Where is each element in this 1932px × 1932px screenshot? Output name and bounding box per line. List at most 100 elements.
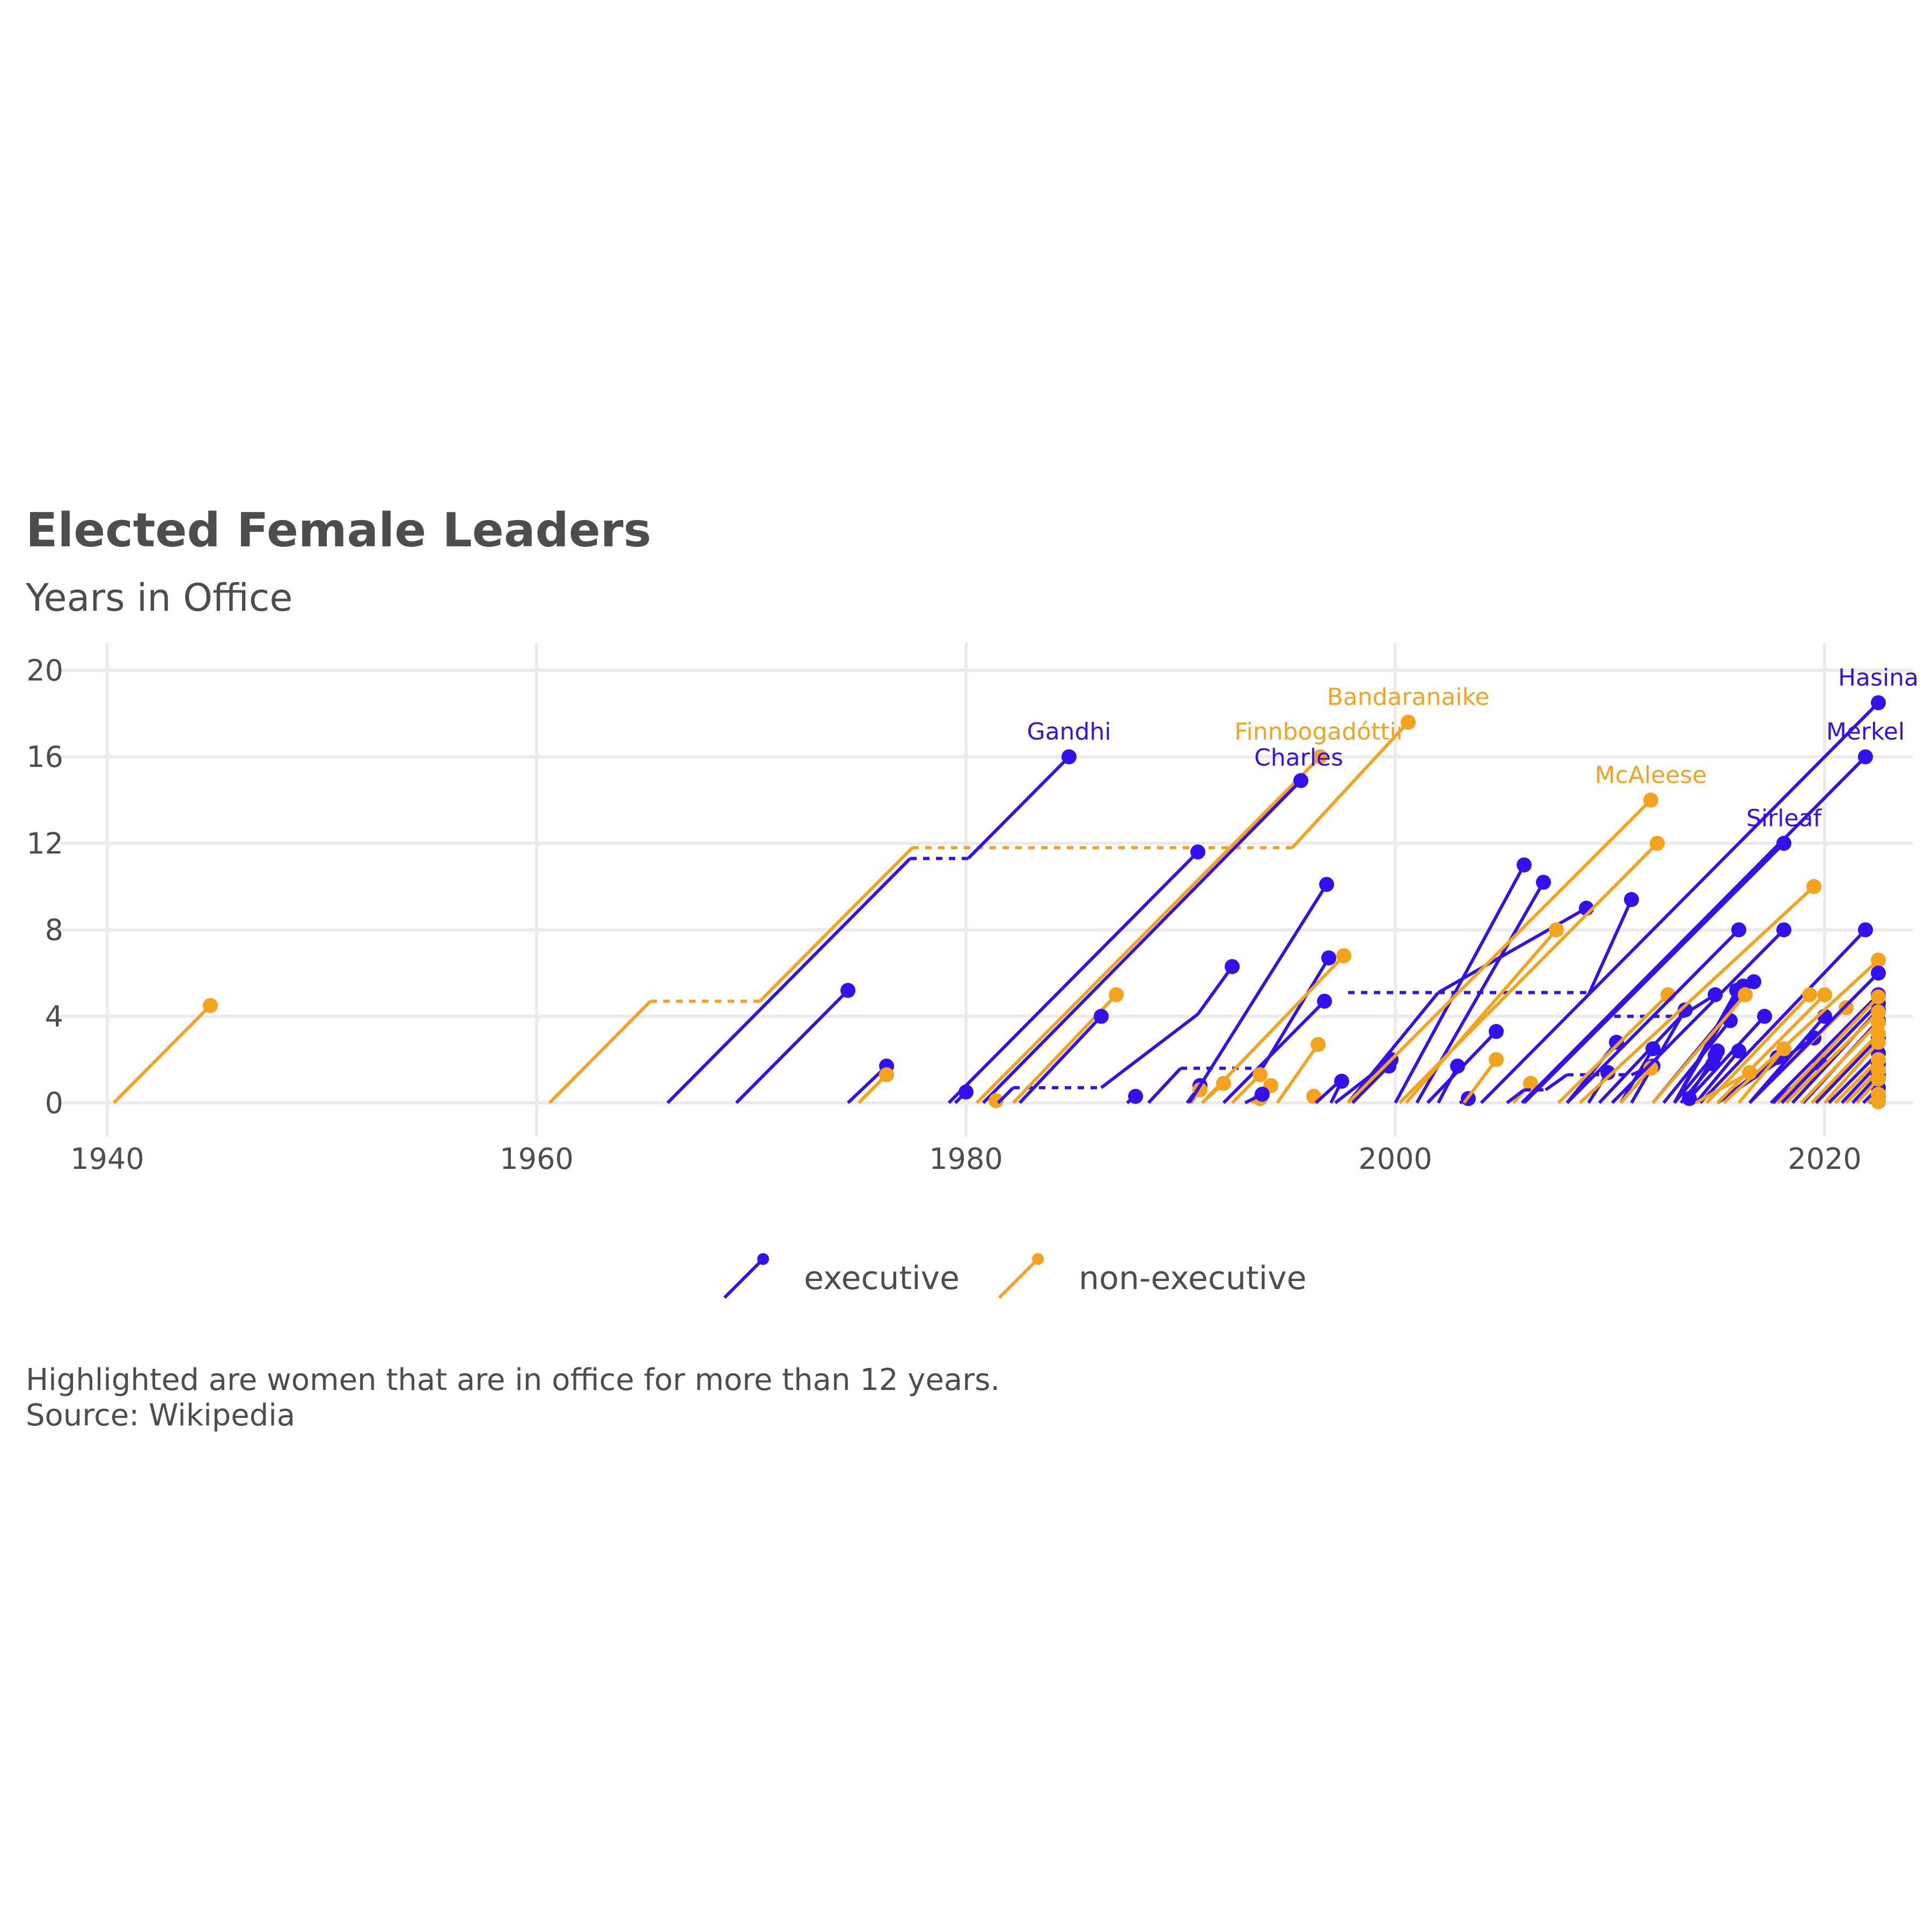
series-25-segment-0 bbox=[1201, 954, 1345, 1104]
series-3-endpoint bbox=[840, 983, 855, 998]
series-54-segment-0 bbox=[1578, 885, 1816, 1104]
series-12 bbox=[1018, 1008, 1109, 1104]
series-14-segment-0 bbox=[947, 851, 1199, 1104]
series-94 bbox=[1823, 1035, 1886, 1104]
series-73 bbox=[1705, 987, 1817, 1104]
series-18 bbox=[1188, 876, 1334, 1104]
series-49-endpoint bbox=[1708, 987, 1723, 1002]
series-41-segment-0 bbox=[1462, 1058, 1498, 1104]
series-95-segment-0 bbox=[1834, 1058, 1880, 1104]
series-60-segment-0 bbox=[1673, 985, 1745, 1104]
annotation-label-2: Gandhi bbox=[1027, 718, 1111, 745]
series-72-endpoint bbox=[1738, 987, 1753, 1002]
series-85-segment-0 bbox=[1827, 1052, 1880, 1104]
series-25 bbox=[1201, 948, 1351, 1104]
series-15 bbox=[1147, 950, 1336, 1104]
series-22-endpoint bbox=[1253, 1067, 1268, 1082]
series-34-endpoint bbox=[1536, 874, 1551, 890]
series-76-segment-0 bbox=[1695, 1071, 1751, 1104]
series-67 bbox=[1699, 922, 1873, 1104]
series-53-segment-0 bbox=[1619, 1067, 1652, 1104]
series-40-segment-0 bbox=[1404, 928, 1558, 1104]
series-67-segment-0 bbox=[1699, 928, 1867, 1104]
series-38 bbox=[1346, 792, 1658, 1104]
annotation-label-4: Sirleaf bbox=[1746, 804, 1823, 832]
series-10-endpoint bbox=[1225, 959, 1240, 975]
series-10-segment-0 bbox=[997, 1086, 1015, 1104]
series-2-segment-1 bbox=[967, 756, 1071, 860]
series-1-segment-1 bbox=[758, 846, 914, 1002]
series-25-endpoint bbox=[1336, 948, 1351, 963]
series-95-endpoint bbox=[1871, 1052, 1886, 1067]
series-95 bbox=[1834, 1052, 1886, 1104]
series-1-endpoint bbox=[1401, 714, 1416, 730]
series-18-endpoint bbox=[1319, 876, 1334, 892]
series-43-segment-0 bbox=[1506, 1088, 1525, 1104]
y-tick-label-5: 20 bbox=[26, 654, 63, 687]
series-91-endpoint bbox=[1871, 1004, 1886, 1020]
series-33-endpoint bbox=[1517, 857, 1532, 873]
series-10-segment-1 bbox=[1100, 1013, 1199, 1089]
series-31 bbox=[1351, 1058, 1396, 1104]
series-29-endpoint bbox=[1624, 892, 1639, 908]
series-78-endpoint bbox=[1871, 953, 1886, 968]
series-13-endpoint bbox=[1128, 1088, 1143, 1104]
series-14 bbox=[947, 844, 1205, 1104]
series-92-segment-0 bbox=[1799, 1021, 1880, 1104]
legend-item-non-executive: non-executive bbox=[998, 1253, 1306, 1299]
series-97 bbox=[1855, 1071, 1886, 1104]
series-90-endpoint bbox=[1871, 989, 1886, 1005]
series-44 bbox=[1480, 695, 1886, 1104]
legend-item-executive: executive bbox=[723, 1253, 960, 1299]
series-15-segment-0 bbox=[1147, 1067, 1182, 1104]
series-81-segment-0 bbox=[1780, 1002, 1880, 1104]
series-24 bbox=[1244, 1086, 1270, 1104]
series-79 bbox=[1748, 965, 1886, 1104]
series-3-segment-0 bbox=[735, 989, 850, 1104]
series-91-segment-0 bbox=[1784, 1011, 1880, 1104]
series-55-endpoint bbox=[1731, 922, 1746, 938]
series-7-endpoint bbox=[1313, 749, 1328, 765]
series-35-endpoint bbox=[1489, 1024, 1504, 1040]
series-66-endpoint bbox=[1706, 1056, 1721, 1072]
x-axis-ticks: 1940 1960 1980 2000 2020 bbox=[70, 1142, 1861, 1176]
series-28 bbox=[1329, 1073, 1349, 1104]
x-tick-label-2: 1980 bbox=[929, 1142, 1002, 1176]
series-18-segment-0 bbox=[1188, 883, 1328, 1104]
series-29-segment-1 bbox=[1587, 898, 1633, 996]
series-90 bbox=[1776, 989, 1886, 1104]
series-66-segment-0 bbox=[1679, 1063, 1715, 1104]
series-22 bbox=[1231, 1067, 1268, 1104]
annotation-label-1: Merkel bbox=[1826, 718, 1905, 745]
series-1-segment-2 bbox=[1291, 721, 1410, 849]
series-1 bbox=[548, 714, 1416, 1104]
series-54-endpoint bbox=[1806, 879, 1821, 894]
series-45-endpoint bbox=[1858, 749, 1873, 765]
plot-area bbox=[112, 695, 1886, 1109]
series-73-endpoint bbox=[1802, 987, 1817, 1002]
series-15-segment-1 bbox=[1261, 957, 1330, 1070]
series-78-segment-0 bbox=[1722, 958, 1880, 1104]
series-74-endpoint bbox=[1817, 987, 1832, 1002]
grid-lines bbox=[60, 643, 1913, 1137]
series-64-endpoint bbox=[1731, 1043, 1746, 1059]
series-94-endpoint bbox=[1871, 1035, 1886, 1050]
series-56-segment-0 bbox=[1611, 928, 1785, 1104]
series-92 bbox=[1799, 1015, 1886, 1104]
series-84-segment-0 bbox=[1814, 1037, 1880, 1104]
series-13 bbox=[1126, 1088, 1143, 1104]
series-90-segment-0 bbox=[1776, 996, 1880, 1104]
series-14-endpoint bbox=[1190, 844, 1205, 860]
series-91 bbox=[1784, 1004, 1886, 1104]
series-11-endpoint bbox=[1109, 987, 1124, 1002]
series-40 bbox=[1404, 922, 1564, 1104]
series-15-endpoint bbox=[1321, 950, 1336, 965]
series-8 bbox=[982, 773, 1308, 1104]
caption-line-1: Highlighted are women that are in office… bbox=[26, 1363, 1000, 1397]
series-52-segment-0 bbox=[1557, 993, 1670, 1104]
series-77-segment-0 bbox=[1737, 1048, 1785, 1104]
series-3 bbox=[735, 983, 855, 1104]
series-20-segment-0 bbox=[1222, 1000, 1326, 1104]
legend-label-executive: executive bbox=[804, 1260, 960, 1297]
series-61-segment-0 bbox=[1684, 1015, 1766, 1104]
